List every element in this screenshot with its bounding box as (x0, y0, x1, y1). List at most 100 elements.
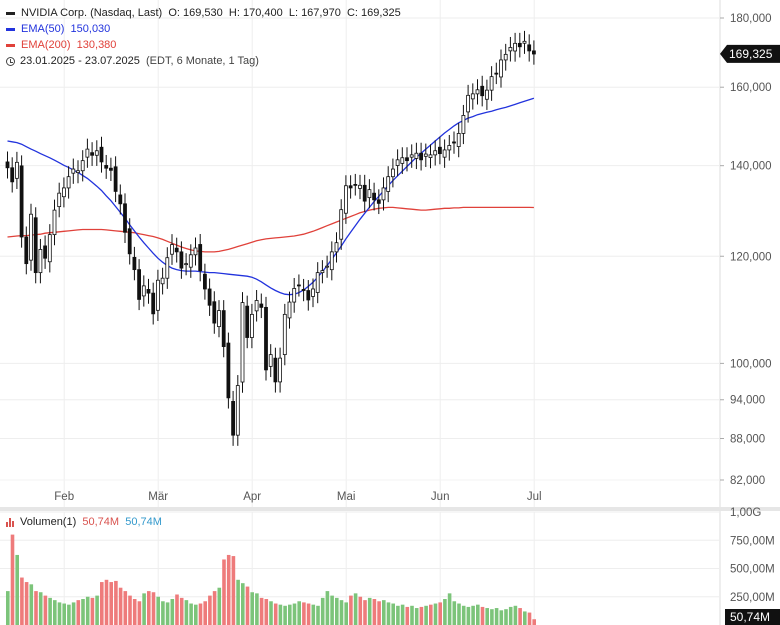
volume-bar (396, 605, 400, 625)
candle-body (10, 167, 15, 183)
volume-bar (170, 599, 175, 625)
volume-bar (175, 594, 179, 625)
volume-bar (57, 602, 62, 625)
volume-bar (490, 609, 494, 625)
candle-body (268, 354, 273, 367)
volume-bar (90, 597, 95, 625)
volume-bar (137, 601, 142, 625)
candle-body (66, 176, 71, 189)
volume-bar (222, 559, 226, 625)
instrument-title: NVIDIA Corp. (Nasdaq, Last) (21, 7, 163, 19)
volume-bar (15, 554, 19, 625)
ohlc-values: O: 169,530 H: 170,400 L: 167,970 C: 169,… (168, 7, 401, 19)
month-label: Feb (54, 491, 74, 503)
volume-bar (62, 603, 66, 625)
month-label: Apr (243, 491, 261, 503)
candle-body (146, 289, 151, 294)
volume-bar (349, 595, 353, 625)
candle-body (80, 160, 85, 172)
candle-body (43, 245, 47, 259)
candle-body (141, 285, 146, 297)
candle-body (47, 234, 52, 263)
candle-body (442, 149, 447, 158)
volume-bar (147, 591, 151, 625)
volume-bar (414, 608, 419, 625)
volume-legend: Volumen(1) 50,74M 50,74M (6, 516, 162, 528)
candle-body (437, 146, 442, 155)
candle-body (343, 185, 348, 214)
volume-tag (725, 609, 780, 625)
candle-body (226, 342, 231, 399)
volume-bar (34, 591, 38, 625)
volume-bar (156, 596, 160, 625)
candle-body (334, 242, 339, 253)
candle-body (362, 184, 367, 202)
candle-body (179, 251, 184, 269)
volume-bar (518, 608, 522, 625)
month-label: Mai (337, 491, 356, 503)
volume-bar (297, 601, 301, 625)
volume-bar (494, 608, 499, 625)
volume-bar (38, 592, 43, 625)
candle-body (118, 194, 123, 205)
volume-bar (10, 534, 15, 625)
volume-bar (513, 605, 518, 625)
price-pane (0, 0, 720, 500)
candle-body (198, 244, 203, 272)
volume-bar (109, 582, 113, 625)
volume-bar (132, 599, 137, 625)
candle-body (405, 157, 409, 162)
candle-body (348, 185, 353, 189)
volume-bar (128, 595, 132, 625)
volume-bar (452, 601, 457, 625)
volume-bar (438, 602, 442, 625)
candle-body (137, 269, 142, 300)
volume-bar (231, 556, 236, 625)
volume-bar (391, 603, 395, 625)
volume-bar (457, 603, 461, 625)
volume-bar (273, 603, 278, 625)
price-tick-label: 120,000 (730, 251, 772, 263)
candle-body (278, 357, 283, 383)
pane-separator (0, 507, 780, 511)
candle-body (123, 203, 127, 233)
candle-body (489, 76, 494, 91)
volume-bar (212, 591, 217, 625)
clock-icon (6, 56, 15, 66)
ema200-swatch-icon (6, 43, 15, 47)
candle-body (132, 256, 137, 271)
candle-body (292, 288, 297, 303)
volume-bar (189, 603, 193, 625)
volume-bar (184, 600, 189, 625)
candle-body (517, 42, 522, 48)
price-axis: 82,000 88,000 94,000 100,000 120,000 140,000 1… (720, 13, 772, 487)
candle-body (513, 42, 517, 52)
volume-bar (71, 602, 76, 625)
candle-body (52, 209, 57, 236)
volume-bar (85, 596, 90, 625)
volume-bar (302, 602, 306, 625)
volume-bar (53, 600, 57, 625)
candle-body (315, 272, 320, 293)
candle-body (480, 85, 485, 97)
legend-title-row: NVIDIA Corp. (Nasdaq, Last) O: 169,530 H… (6, 5, 401, 21)
volume-bar (104, 579, 109, 625)
volume-bar (443, 599, 447, 625)
candle-body (386, 176, 391, 192)
volume-bar (386, 602, 391, 625)
volume-bar (429, 604, 433, 625)
candle-body (165, 257, 170, 279)
candle-body (99, 146, 104, 163)
candle-body (301, 289, 306, 291)
candle-body (235, 385, 240, 436)
candle-body (353, 184, 358, 186)
volume-bar (504, 609, 508, 625)
legend-range-row: 23.01.2025 - 23.07.2025 (EDT, 6 Monate, … (6, 53, 401, 69)
ema50-line (7, 97, 535, 296)
candle-body (155, 279, 160, 311)
candle-body (231, 401, 236, 436)
ema50-swatch-icon (6, 27, 15, 31)
volume-bar (339, 600, 344, 625)
